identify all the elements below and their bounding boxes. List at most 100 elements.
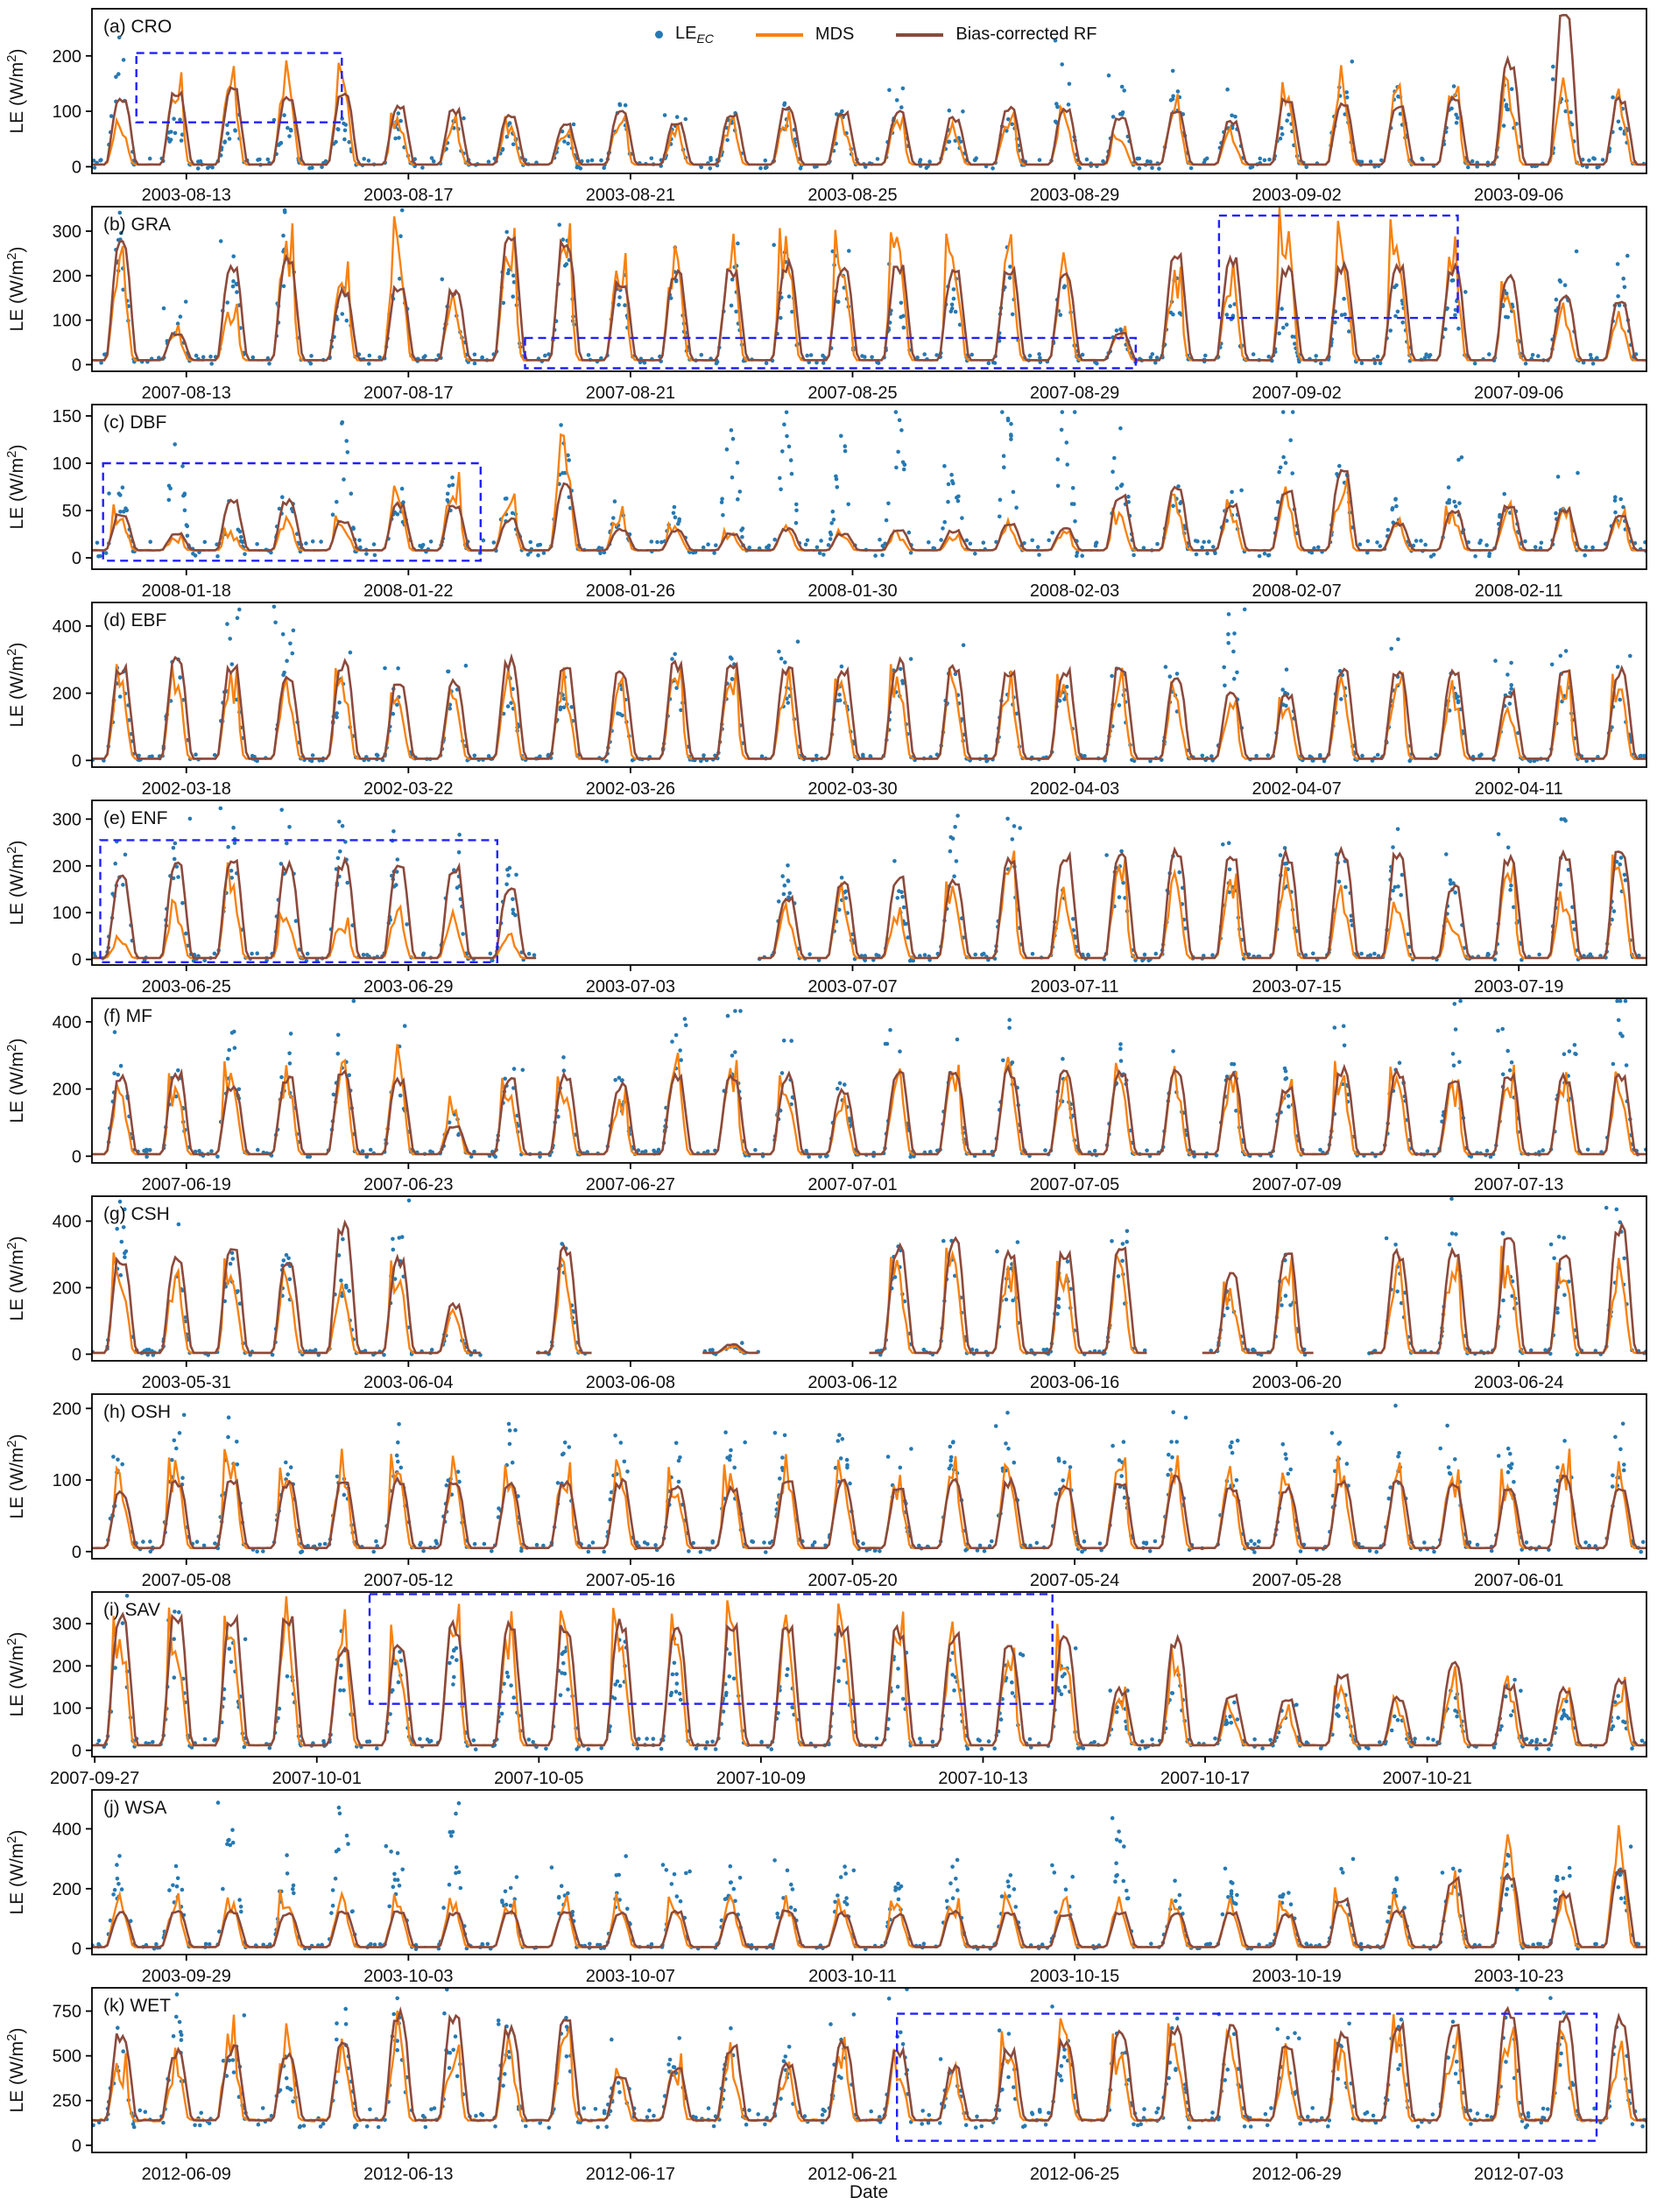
x-tick-label: 2007-07-01	[807, 1175, 897, 1193]
y-tick-label: 250	[53, 2092, 81, 2111]
panel-i-chart: 0 100 200 300 2007-09-27 2007-10-01 2007-10-05…	[4, 1591, 1647, 1786]
x-tick-label: 2003-07-03	[586, 977, 675, 995]
x-tick-label: 2003-06-24	[1474, 1373, 1563, 1391]
y-tick-label: 100	[53, 312, 81, 331]
highlight-box	[99, 839, 498, 963]
x-tick-label: 2003-06-29	[363, 977, 453, 995]
rf-line	[92, 1611, 1646, 1747]
rf-line-icon	[896, 32, 944, 37]
x-tick-label: 2007-08-29	[1030, 384, 1119, 401]
x-tick-label: 2003-10-03	[363, 1967, 453, 1984]
panel-label: (f) MF	[103, 1006, 152, 1026]
y-axis-title: LE (W/m2)	[4, 840, 27, 925]
mds-line	[92, 433, 1646, 553]
legend-label-rf: Bias-corrected RF	[955, 25, 1097, 44]
panel-label: (d) EBF	[103, 610, 166, 630]
x-tick-label: 2003-05-31	[142, 1373, 231, 1391]
x-tick-label: 2003-09-06	[1474, 186, 1563, 203]
x-tick-label: 2003-10-07	[586, 1967, 675, 1984]
panel-label: (h) OSH	[103, 1402, 171, 1422]
x-tick-label: 2003-07-07	[807, 977, 897, 995]
panel-g-chart: 0 200 400 2003-05-31 2003-06-04 2003-06-08 200…	[4, 1195, 1647, 1391]
panel-f-chart: 0 200 400 2007-06-19 2007-06-23 2007-06-27 200…	[4, 997, 1647, 1193]
plot-frame	[91, 1195, 1647, 1362]
x-tick-label: 2002-03-26	[586, 779, 675, 797]
y-tick-label: 100	[53, 1700, 81, 1719]
x-tick-label: 2007-05-20	[807, 1571, 897, 1589]
panel-k-chart: 0 250 500 750 2012-06-09 2012-06-13 2012-06-17…	[4, 1987, 1647, 2182]
y-tick-label: 0	[72, 1940, 81, 1959]
x-tick-label: 2003-07-15	[1252, 977, 1341, 995]
panel-label: (k) WET	[103, 1996, 171, 2016]
y-tick-label: 0	[72, 1147, 81, 1166]
x-tick-label: 2003-06-04	[363, 1373, 453, 1391]
plot-frame	[91, 602, 1647, 768]
y-tick-label: 0	[72, 356, 81, 375]
y-tick-label: 200	[53, 267, 81, 286]
y-axis-title: LE (W/m2)	[4, 642, 27, 727]
y-tick-label: 0	[72, 158, 81, 177]
x-tick-label: 2007-07-09	[1252, 1175, 1341, 1193]
y-tick-label: 200	[53, 1880, 81, 1899]
y-tick-label: 750	[53, 2003, 81, 2022]
mds-line	[92, 1825, 1646, 1948]
y-tick-label: 400	[53, 1820, 81, 1839]
x-tick-label: 2007-07-05	[1030, 1175, 1119, 1193]
y-tick-label: 400	[53, 617, 81, 637]
x-tick-label: 2003-10-15	[1030, 1967, 1119, 1984]
rf-line	[92, 1063, 1646, 1156]
y-tick-label: 500	[53, 2047, 81, 2067]
y-axis-title: LE (W/m2)	[4, 1829, 27, 1914]
x-tick-label: 2003-08-21	[586, 186, 675, 203]
y-tick-label: 0	[72, 1543, 81, 1562]
x-tick-label: 2007-07-13	[1474, 1175, 1563, 1193]
y-axis-title: LE (W/m2)	[4, 1236, 27, 1321]
rf-line	[92, 468, 1646, 552]
x-tick-label: 2007-05-28	[1252, 1571, 1341, 1589]
x-tick-label: 2003-06-12	[807, 1373, 897, 1391]
y-axis-title: LE (W/m2)	[4, 1631, 27, 1716]
y-tick-label: 200	[53, 1279, 81, 1298]
x-tick-label: 2007-05-12	[363, 1571, 453, 1589]
y-tick-label: 200	[53, 1657, 81, 1676]
y-tick-label: 300	[53, 222, 81, 242]
plot-frame	[91, 1987, 1647, 2153]
panel-e-chart: 0 100 200 300 2003-06-25 2003-06-29 2003-07-03…	[4, 800, 1647, 995]
y-tick-label: 0	[72, 549, 81, 568]
highlight-box	[135, 52, 343, 123]
x-tick-label: 2007-05-16	[586, 1571, 675, 1589]
x-tick-label: 2003-06-20	[1252, 1373, 1341, 1391]
y-tick-label: 50	[62, 502, 81, 521]
plot-frame	[91, 800, 1647, 966]
highlight-box	[368, 1593, 1054, 1705]
x-tick-label: 2007-08-13	[142, 384, 231, 401]
y-tick-label: 200	[53, 1081, 81, 1100]
mds-line	[92, 1448, 1646, 1550]
ec-scatter	[92, 806, 1641, 963]
panel-j-chart: 0 200 400 2003-09-29 2003-10-03 2003-10-07 200…	[4, 1789, 1647, 1984]
x-tick-label: 2003-06-16	[1030, 1373, 1119, 1391]
panel-label: (e) ENF	[103, 808, 168, 828]
x-tick-label: 2008-02-07	[1252, 581, 1341, 599]
mds-line	[92, 1245, 1646, 1355]
y-tick-label: 100	[53, 454, 81, 474]
ec-scatter	[92, 604, 1646, 764]
x-tick-label: 2003-06-08	[586, 1373, 675, 1391]
rf-line	[92, 652, 1646, 760]
x-tick-label: 2003-08-29	[1030, 186, 1119, 203]
plot-frame	[91, 1393, 1647, 1560]
y-tick-label: 0	[72, 751, 81, 771]
panel-label: (a) CRO	[103, 17, 172, 37]
x-tick-label: 2002-04-11	[1475, 779, 1563, 797]
panel-label: (c) DBF	[103, 412, 166, 433]
x-tick-label: 2003-08-13	[142, 186, 231, 203]
legend-item-mds: MDS	[755, 25, 854, 45]
rf-line	[92, 1868, 1646, 1948]
x-tick-label: 2012-06-17	[586, 2165, 675, 2182]
ec-scatter	[95, 1594, 1646, 1751]
x-tick-label: 2003-10-23	[1474, 1967, 1563, 1984]
panel-label: (g) CSH	[103, 1204, 170, 1224]
y-tick-label: 0	[72, 2137, 81, 2156]
x-tick-label: 2007-10-13	[938, 1769, 1027, 1786]
